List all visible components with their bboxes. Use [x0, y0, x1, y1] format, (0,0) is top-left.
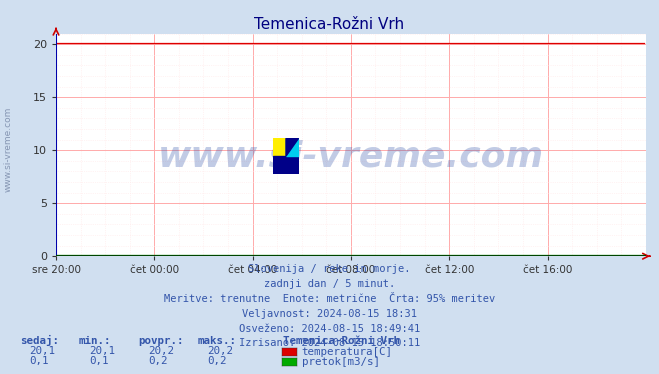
Text: maks.:: maks.: [198, 336, 237, 346]
Text: temperatura[C]: temperatura[C] [302, 347, 393, 357]
Text: www.si-vreme.com: www.si-vreme.com [158, 139, 544, 173]
Text: Temenica-Rožni Vrh: Temenica-Rožni Vrh [283, 336, 401, 346]
Text: 0,1: 0,1 [30, 356, 49, 366]
Text: Slovenija / reke in morje.: Slovenija / reke in morje. [248, 264, 411, 274]
Polygon shape [286, 138, 299, 156]
Text: pretok[m3/s]: pretok[m3/s] [302, 357, 380, 367]
Text: 0,2: 0,2 [148, 356, 168, 366]
Text: zadnji dan / 5 minut.: zadnji dan / 5 minut. [264, 279, 395, 289]
Text: 20,1: 20,1 [30, 346, 55, 356]
Text: min.:: min.: [79, 336, 111, 346]
Bar [273, 156, 299, 174]
Text: Izrisano: 2024-08-15 18:50:11: Izrisano: 2024-08-15 18:50:11 [239, 338, 420, 349]
Text: Osveženo: 2024-08-15 18:49:41: Osveženo: 2024-08-15 18:49:41 [239, 324, 420, 334]
Bar [286, 138, 299, 156]
Polygon shape [286, 138, 299, 156]
Text: Temenica-Rožni Vrh: Temenica-Rožni Vrh [254, 17, 405, 32]
Text: povpr.:: povpr.: [138, 336, 184, 346]
Text: 20,1: 20,1 [89, 346, 115, 356]
Text: www.si-vreme.com: www.si-vreme.com [3, 107, 13, 192]
Text: Meritve: trenutne  Enote: metrične  Črta: 95% meritev: Meritve: trenutne Enote: metrične Črta: … [164, 294, 495, 304]
Text: 20,2: 20,2 [148, 346, 174, 356]
Text: 0,1: 0,1 [89, 356, 109, 366]
Bar [273, 138, 286, 156]
Text: 0,2: 0,2 [208, 356, 227, 366]
Text: Veljavnost: 2024-08-15 18:31: Veljavnost: 2024-08-15 18:31 [242, 309, 417, 319]
Text: 20,2: 20,2 [208, 346, 233, 356]
Text: sedaj:: sedaj: [20, 335, 59, 346]
